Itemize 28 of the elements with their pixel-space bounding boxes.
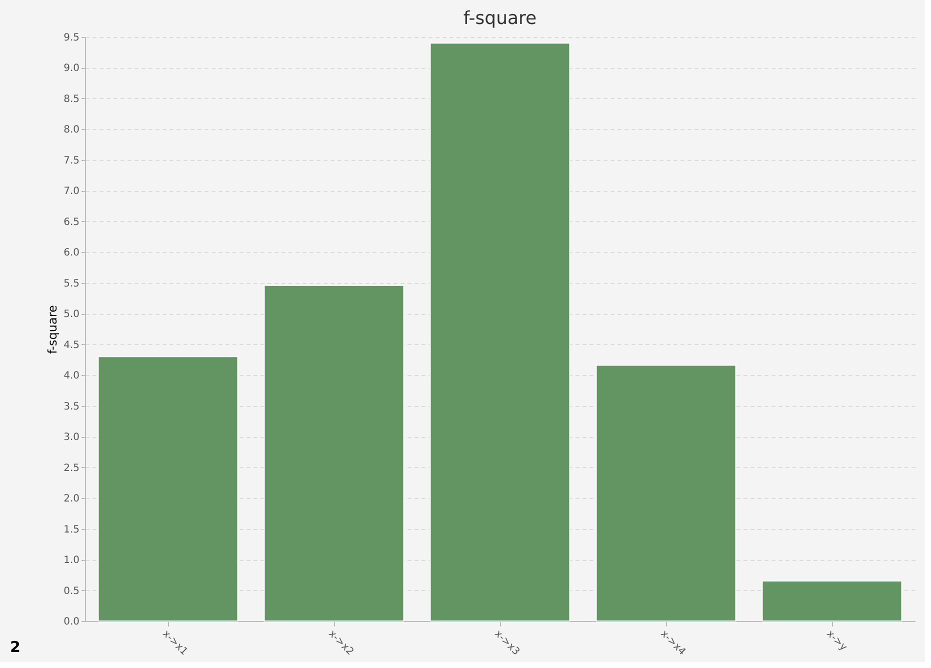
y-tick-label: 2.5 (64, 462, 80, 474)
y-tick-label: 2.0 (64, 494, 80, 505)
y-tick-label: 8.5 (64, 94, 80, 105)
y-tick-label: 0.0 (64, 616, 80, 628)
y-tick-label: 9.0 (64, 63, 80, 74)
chart-title: f-square (463, 8, 537, 29)
bar (762, 580, 902, 622)
bar (596, 364, 736, 622)
y-tick-label: 7.5 (64, 155, 80, 166)
y-tick-label: 6.5 (64, 216, 80, 228)
y-tick-label: 7.0 (64, 186, 80, 198)
y-tick-label: 1.5 (64, 524, 80, 536)
y-tick-label: 1.0 (64, 555, 80, 566)
y-tick-label: 6.0 (64, 248, 80, 259)
y-tick-label: 3.5 (64, 401, 80, 412)
y-axis-title: f-square (46, 305, 60, 354)
y-tick-label: 0.5 (64, 586, 80, 597)
y-tick-label: 4.0 (64, 370, 80, 382)
y-tick-label: 8.0 (64, 124, 80, 136)
y-tick-label: 4.5 (64, 340, 80, 351)
bar (430, 42, 570, 622)
bar (98, 356, 238, 622)
bar (264, 284, 404, 622)
y-tick-label: 9.5 (64, 32, 80, 44)
y-tick-label: 5.0 (64, 309, 80, 320)
y-tick-label: 5.5 (64, 278, 80, 290)
text: 2 (10, 638, 20, 656)
y-tick-label: 3.0 (64, 432, 80, 444)
